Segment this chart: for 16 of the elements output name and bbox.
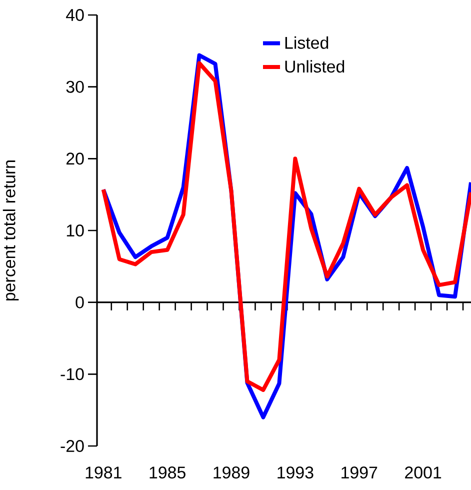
- x-tick-label: 1981: [86, 466, 122, 479]
- legend-label: Unlisted: [285, 60, 344, 73]
- x-tick-label: 1993: [278, 466, 314, 479]
- legend-label: Listed: [285, 36, 328, 49]
- y-tick-label: 40: [66, 9, 84, 21]
- x-tick-label: 2001: [405, 466, 442, 479]
- x-tick-label: 1997: [342, 466, 378, 479]
- y-axis-title: percent total return: [2, 160, 19, 300]
- y-tick-label: 20: [66, 152, 84, 165]
- y-tick-label: -10: [60, 368, 84, 380]
- y-tick-label: 30: [66, 80, 84, 93]
- x-tick-label: 1985: [150, 466, 186, 479]
- y-tick-label: 0: [76, 296, 84, 308]
- y-tick-label: 10: [66, 224, 84, 236]
- x-tick-label: 1989: [214, 466, 250, 479]
- y-tick-label: -20: [60, 440, 84, 452]
